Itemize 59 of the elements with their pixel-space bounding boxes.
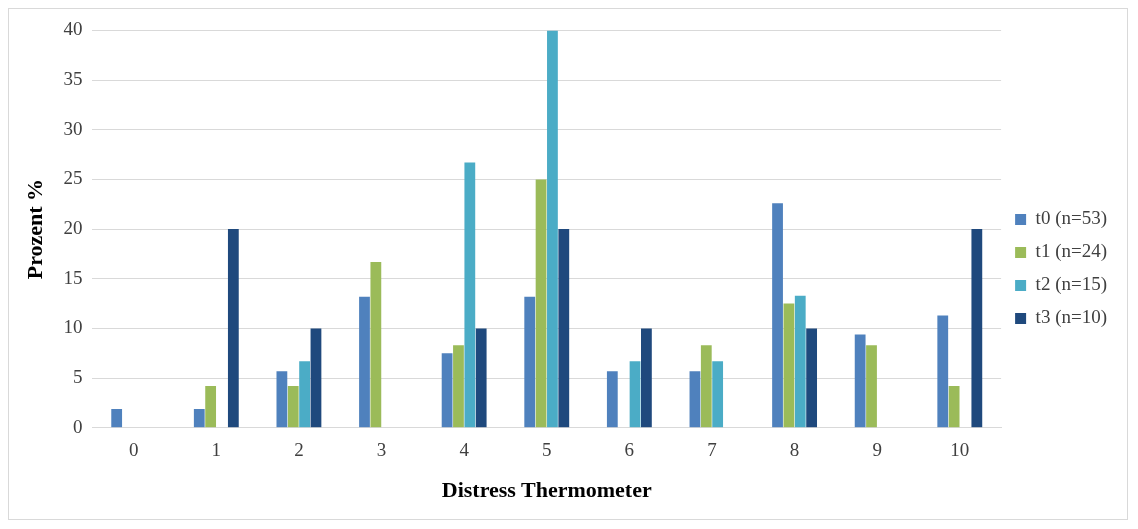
bar [359,296,370,428]
bar [948,386,960,428]
bar [700,345,712,428]
x-tick-label: 5 [542,439,552,461]
legend-label: t1 (n=24) [1035,240,1108,263]
bar [111,408,123,428]
legend-label: t3 (n=10) [1035,306,1108,329]
bar [866,345,877,428]
bar [276,371,288,428]
bar [772,203,783,428]
bar [547,30,558,428]
bar [299,361,310,428]
bar [606,371,618,428]
x-tick-label: 4 [459,439,470,461]
y-tick-label: 30 [63,117,83,139]
y-tick-label: 10 [63,316,83,338]
x-axis-title: Distress Thermometer [441,477,652,503]
x-tick-label: 3 [376,439,387,461]
y-tick-label: 25 [63,167,83,189]
bar [205,386,217,428]
y-tick-label: 0 [72,415,83,437]
bar [287,386,299,428]
bar [558,229,570,428]
y-tick-label: 5 [72,366,83,388]
x-tick-label: 6 [624,439,635,461]
bar [524,296,536,428]
bar [712,361,724,428]
x-tick-label: 10 [950,439,970,461]
bar [370,261,382,428]
bar [310,328,322,428]
y-tick-label: 40 [63,18,83,40]
x-tick-label: 2 [294,439,304,461]
legend-label: t2 (n=15) [1035,273,1108,296]
bar [794,295,806,428]
bar [971,229,983,428]
bar [464,162,476,428]
x-tick-label: 0 [128,439,139,461]
bar [629,361,641,428]
y-tick-label: 15 [63,266,83,288]
y-axis-title: Prozent % [21,178,47,280]
x-tick-label: 8 [789,439,800,461]
bar [475,328,487,428]
bar [535,179,547,428]
bar [441,353,453,428]
y-tick-label: 35 [63,68,83,90]
bar [641,328,652,428]
bar [453,345,464,428]
bar [227,229,239,428]
y-tick-label: 20 [63,217,83,239]
x-tick-label: 9 [872,439,882,461]
x-tick-label: 1 [211,439,222,461]
bar [806,328,818,428]
legend-label: t0 (n=53) [1035,207,1108,230]
x-tick-label: 7 [707,439,717,461]
bar [193,408,205,428]
bar [854,334,866,428]
bar [689,371,701,428]
bar [937,315,949,428]
bar [783,303,795,428]
